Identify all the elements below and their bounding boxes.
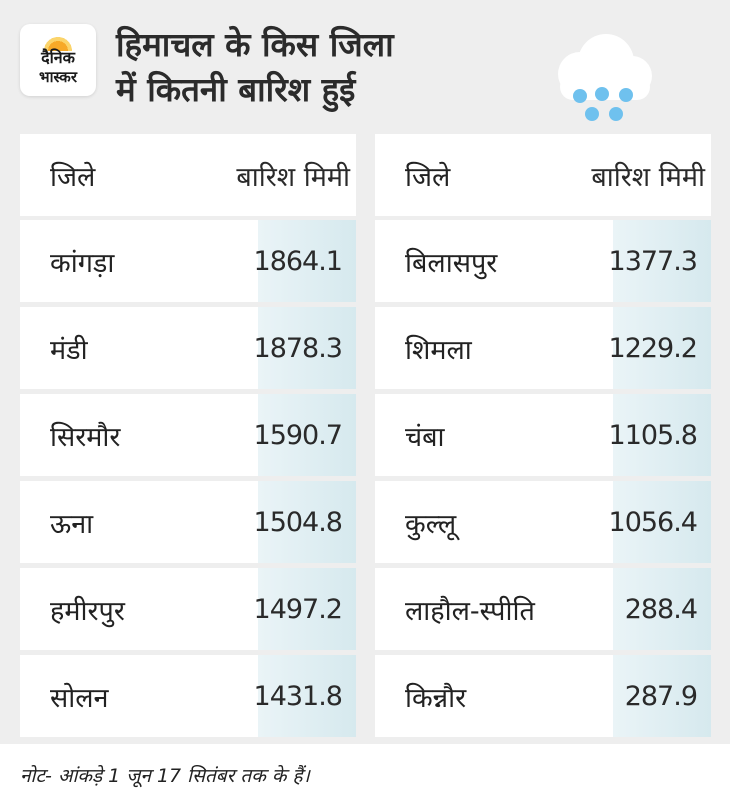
rainfall-value: 1590.7: [254, 394, 356, 476]
table-row: सिरमौर 1590.7: [20, 394, 356, 476]
district-name: ऊना: [50, 508, 94, 540]
logo-text-line1: दैनिक: [41, 48, 75, 67]
rainfall-value: 1431.8: [254, 655, 356, 737]
district-name: हमीरपुर: [50, 595, 125, 627]
title-line2: में कितनी बारिश हुई: [116, 70, 356, 109]
rainfall-value: 1497.2: [254, 568, 356, 650]
table-row: मंडी 1878.3: [20, 307, 356, 389]
rainfall-table-right: जिले बारिश मिमी बिलासपुर 1377.3 शिमला 12…: [375, 134, 711, 742]
table-row: ऊना 1504.8: [20, 481, 356, 563]
table-row: लाहौल-स्पीति 288.4: [375, 568, 711, 650]
table-row: किन्नौर 287.9: [375, 655, 711, 737]
district-name: मंडी: [50, 334, 88, 366]
table-row: शिमला 1229.2: [375, 307, 711, 389]
rainfall-value: 1056.4: [609, 481, 711, 563]
district-name: कुल्लू: [405, 508, 457, 540]
rainfall-value: 1105.8: [609, 394, 711, 476]
table-row: बिलासपुर 1377.3: [375, 220, 711, 302]
rainfall-table-left: जिले बारिश मिमी कांगड़ा 1864.1 मंडी 1878…: [20, 134, 356, 742]
rainfall-value: 1377.3: [609, 220, 711, 302]
column-header-rainfall: बारिश मिमी: [591, 161, 705, 193]
content-panel: दैनिक भास्कर हिमाचल के किस जिला में कितन…: [0, 0, 730, 744]
sun-icon: [44, 31, 72, 51]
table-row: सोलन 1431.8: [20, 655, 356, 737]
district-name: चंबा: [405, 421, 445, 453]
rainfall-value: 1229.2: [609, 307, 711, 389]
page-title: हिमाचल के किस जिला में कितनी बारिश हुई: [116, 22, 516, 112]
rain-cloud-icon: [546, 28, 658, 126]
district-name: सिरमौर: [50, 421, 121, 453]
rainfall-value: 288.4: [613, 568, 711, 650]
logo-text-line2: भास्कर: [39, 68, 77, 86]
rainfall-value: 1504.8: [254, 481, 356, 563]
district-name: शिमला: [405, 334, 472, 366]
district-name: लाहौल-स्पीति: [405, 595, 535, 627]
table-header: जिले बारिश मिमी: [375, 134, 711, 216]
table-row: चंबा 1105.8: [375, 394, 711, 476]
footnote: नोट- आंकड़े 1 जून 17 सितंबर तक के हैं।: [20, 765, 310, 787]
column-header-district: जिले: [50, 161, 96, 193]
rainfall-value: 1878.3: [254, 307, 356, 389]
district-name: सोलन: [50, 682, 109, 714]
column-header-rainfall: बारिश मिमी: [236, 161, 350, 193]
table-row: हमीरपुर 1497.2: [20, 568, 356, 650]
column-header-district: जिले: [405, 161, 451, 193]
dainik-bhaskar-logo: दैनिक भास्कर: [20, 24, 96, 96]
table-row: कांगड़ा 1864.1: [20, 220, 356, 302]
table-header: जिले बारिश मिमी: [20, 134, 356, 216]
rainfall-value: 287.9: [613, 655, 711, 737]
district-name: किन्नौर: [405, 682, 467, 714]
rainfall-value: 1864.1: [254, 220, 356, 302]
title-line1: हिमाचल के किस जिला: [116, 25, 394, 64]
district-name: बिलासपुर: [405, 247, 498, 279]
district-name: कांगड़ा: [50, 247, 115, 279]
table-row: कुल्लू 1056.4: [375, 481, 711, 563]
